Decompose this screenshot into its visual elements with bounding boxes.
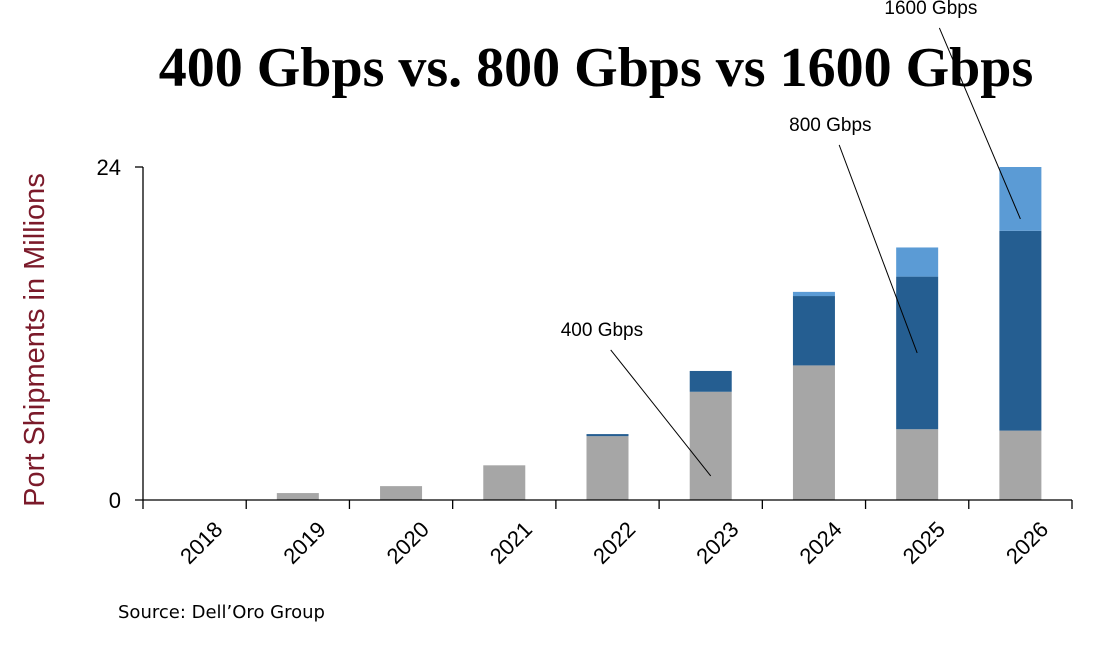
bar-2023-series-1 — [689, 370, 732, 392]
bar-2019-series-0 — [276, 493, 319, 500]
x-tick-label: 2018 — [175, 517, 227, 569]
annotation-leader-line — [610, 349, 712, 477]
bar-2026-series-0 — [999, 430, 1042, 500]
x-tick-label: 2023 — [691, 517, 743, 569]
bar-2024-series-2 — [792, 291, 835, 297]
bar-2024-series-0 — [792, 365, 835, 500]
bar-2026-series-2 — [999, 167, 1042, 231]
source-note: Source: Dell’Oro Group — [118, 602, 325, 623]
annotation-label: 1600 Gbps — [884, 0, 977, 19]
annotation-label: 400 Gbps — [561, 320, 643, 341]
annotations-group: 400 Gbps 800 Gbps 1600 Gbps — [561, 0, 1021, 477]
bar-2020-series-0 — [380, 486, 423, 500]
bar-2025-series-0 — [896, 429, 939, 500]
bar-2024-series-1 — [792, 296, 835, 366]
x-tick-label: 2025 — [898, 517, 950, 569]
chart-title: 400 Gbps vs. 800 Gbps vs 1600 Gbps — [159, 37, 1034, 99]
y-tick-label: 0 — [109, 488, 121, 513]
y-axis-label: Port Shipments in Millions — [19, 173, 51, 507]
y-tick-label: 24 — [97, 155, 121, 180]
bar-2021-series-0 — [483, 465, 526, 500]
x-tick-label: 2019 — [278, 517, 330, 569]
annotation-leader-line — [938, 27, 1021, 220]
bar-2025-series-2 — [896, 247, 939, 277]
x-tick-label: 2022 — [588, 517, 640, 569]
bars-group — [276, 167, 1042, 500]
x-tick-label: 2021 — [485, 517, 537, 569]
bar-2022-series-0 — [586, 436, 629, 500]
bar-2023-series-0 — [689, 391, 732, 500]
x-tick-label: 2020 — [382, 517, 434, 569]
annotation-leader-line — [838, 144, 918, 354]
bar-2026-series-1 — [999, 230, 1042, 431]
x-tick-label: 2026 — [1001, 517, 1053, 569]
annotation-label: 800 Gbps — [789, 115, 871, 136]
x-tick-label: 2024 — [794, 517, 846, 569]
bar-2022-series-1 — [586, 434, 629, 437]
